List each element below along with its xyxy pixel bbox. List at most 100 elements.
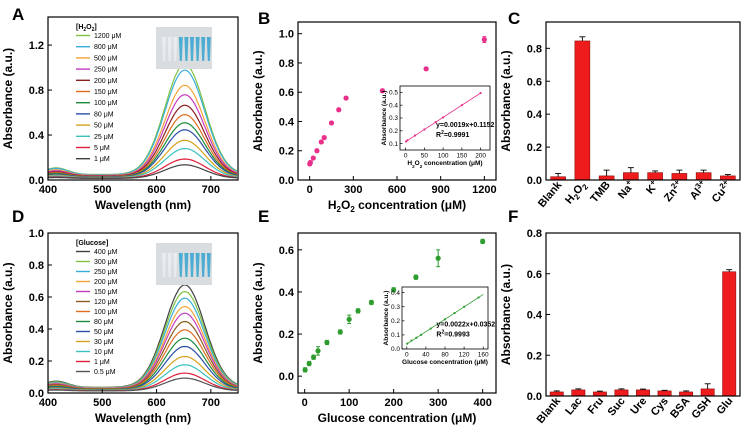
inset-y-tick-label: 0.2 bbox=[389, 128, 398, 135]
vial-photo bbox=[156, 243, 212, 285]
inset-point-5 bbox=[443, 318, 447, 321]
vial-tube bbox=[173, 37, 178, 61]
inset-point-7 bbox=[479, 91, 482, 95]
y-axis-label: Absorbance (a.u.) bbox=[499, 50, 513, 151]
x-axis-label: Glucose concentration (μM) bbox=[318, 411, 477, 425]
y-tick-label: 0.2 bbox=[29, 356, 44, 368]
data-point-9 bbox=[391, 287, 397, 293]
category-label-7: GSH bbox=[689, 395, 714, 421]
x-tick-label: 100 bbox=[340, 397, 358, 409]
inset-y-tick-label: 0.3 bbox=[389, 115, 398, 122]
plot-frame-A bbox=[47, 16, 239, 181]
inset-point-8 bbox=[477, 296, 480, 299]
data-point-10 bbox=[413, 274, 419, 280]
category-label-8: Glu bbox=[715, 395, 736, 417]
y-tick-label: 0.8 bbox=[29, 260, 44, 272]
y-tick-label: 0.4 bbox=[279, 116, 295, 128]
y-tick-label: 0.4 bbox=[527, 310, 543, 322]
spectrum-line-11 bbox=[47, 164, 237, 179]
inset-y-tick-label: 0.1 bbox=[389, 141, 398, 148]
inset-point-5 bbox=[442, 116, 445, 119]
data-point-11 bbox=[435, 255, 441, 261]
legend-label: 5 μM bbox=[94, 145, 110, 152]
inset-x-label: Glucose concentration (μM) bbox=[402, 359, 488, 366]
vial-tube bbox=[184, 37, 189, 61]
x-tick-label: 700 bbox=[202, 397, 220, 409]
data-point-3 bbox=[315, 348, 321, 354]
inset-point-6 bbox=[453, 311, 456, 315]
data-point-5 bbox=[337, 329, 343, 335]
y-tick-label: 0.2 bbox=[527, 142, 542, 154]
inset-y-tick-label: 0.1 bbox=[391, 332, 400, 339]
plot-frame-E bbox=[297, 232, 497, 394]
bar-3 bbox=[614, 389, 629, 397]
plot-frame-D bbox=[47, 232, 239, 394]
x-tick-label: 400 bbox=[473, 397, 491, 409]
bar-7 bbox=[700, 388, 715, 397]
vial-tube bbox=[173, 253, 178, 277]
legend-label: 250 μM bbox=[94, 67, 118, 74]
data-point-8 bbox=[368, 299, 375, 306]
legend-label: 100 μM bbox=[94, 309, 118, 316]
legend-label: 150 μM bbox=[94, 89, 118, 96]
legend-label: 80 μM bbox=[94, 319, 114, 326]
inset-point-6 bbox=[460, 104, 463, 107]
legend-label: 10 μM bbox=[94, 349, 114, 356]
y-tick-label: 0.2 bbox=[527, 350, 542, 362]
legend-label: 500 μM bbox=[94, 55, 118, 62]
inset-x-tick-label: 40 bbox=[422, 352, 430, 359]
y-tick-label: 0.2 bbox=[279, 329, 294, 341]
inset-y-tick-label: 0.5 bbox=[389, 90, 398, 97]
y-tick-label: 1.2 bbox=[29, 40, 44, 52]
x-tick-label: 400 bbox=[39, 184, 57, 196]
y-tick-label: 0.4 bbox=[29, 324, 45, 336]
vial-tube bbox=[201, 253, 206, 277]
data-point-7 bbox=[355, 308, 361, 314]
x-tick-label: 700 bbox=[202, 184, 220, 196]
bar-2 bbox=[592, 391, 607, 397]
y-tick-label: 0.0 bbox=[527, 175, 542, 187]
bar-4 bbox=[636, 389, 650, 397]
data-point-7 bbox=[336, 107, 342, 113]
y-tick-label: 0.2 bbox=[279, 146, 294, 158]
y-axis-label: Absorbance (a.u.) bbox=[1, 262, 15, 363]
data-point-6 bbox=[328, 120, 335, 126]
spectrum-line-12 bbox=[47, 377, 237, 392]
vial-tube bbox=[206, 37, 211, 61]
inset-x-tick-label: 200 bbox=[475, 153, 486, 160]
inset-y-tick-label: 0.4 bbox=[391, 290, 400, 297]
inset-x-tick-label: 150 bbox=[456, 153, 467, 160]
x-tick-label: 900 bbox=[431, 184, 449, 196]
vial-tube bbox=[190, 253, 194, 277]
y-tick-label: 0.6 bbox=[279, 87, 294, 99]
legend-label: 50 μM bbox=[94, 329, 114, 336]
category-label-1: Lac bbox=[563, 395, 584, 417]
spectrum-line-1 bbox=[47, 69, 238, 176]
inset-point-0 bbox=[406, 342, 409, 345]
bar-2 bbox=[598, 175, 615, 181]
data-point-3 bbox=[314, 148, 320, 154]
x-axis-label: H2O2 concentration (μM) bbox=[328, 198, 466, 214]
y-tick-label: 0.4 bbox=[527, 109, 543, 121]
x-tick-label: 300 bbox=[344, 184, 362, 196]
inset-y-tick-label: 0.0 bbox=[391, 346, 400, 353]
legend-label: 400 μM bbox=[94, 249, 118, 256]
legend-label: 120 μM bbox=[94, 299, 118, 306]
legend-label: 100 μM bbox=[94, 100, 118, 107]
vial-tube bbox=[162, 253, 166, 277]
x-tick-label: 400 bbox=[39, 397, 57, 409]
data-point-11 bbox=[481, 36, 487, 43]
vial-tube bbox=[178, 37, 183, 61]
legend-label: 200 μM bbox=[94, 78, 118, 85]
fit-equation: y=0.0022x+0.0352 bbox=[436, 322, 495, 329]
vial-photo bbox=[156, 27, 212, 69]
category-label-6: BSA bbox=[668, 395, 692, 421]
inset-B: 0 50 100 150 200 0.1 0.2 0.3 0.4 0.5 H2O2 concentr… bbox=[381, 85, 495, 169]
y-tick-label: 0.0 bbox=[279, 371, 294, 383]
legend-label: 1 μM bbox=[94, 359, 110, 366]
legend-title: [Glucose] bbox=[76, 240, 108, 247]
inset-x-tick-label: 80 bbox=[441, 352, 449, 359]
inset-x-tick-label: 0 bbox=[405, 352, 409, 359]
y-tick-label: 0.8 bbox=[279, 58, 294, 70]
category-label-2: TMB bbox=[588, 179, 613, 205]
